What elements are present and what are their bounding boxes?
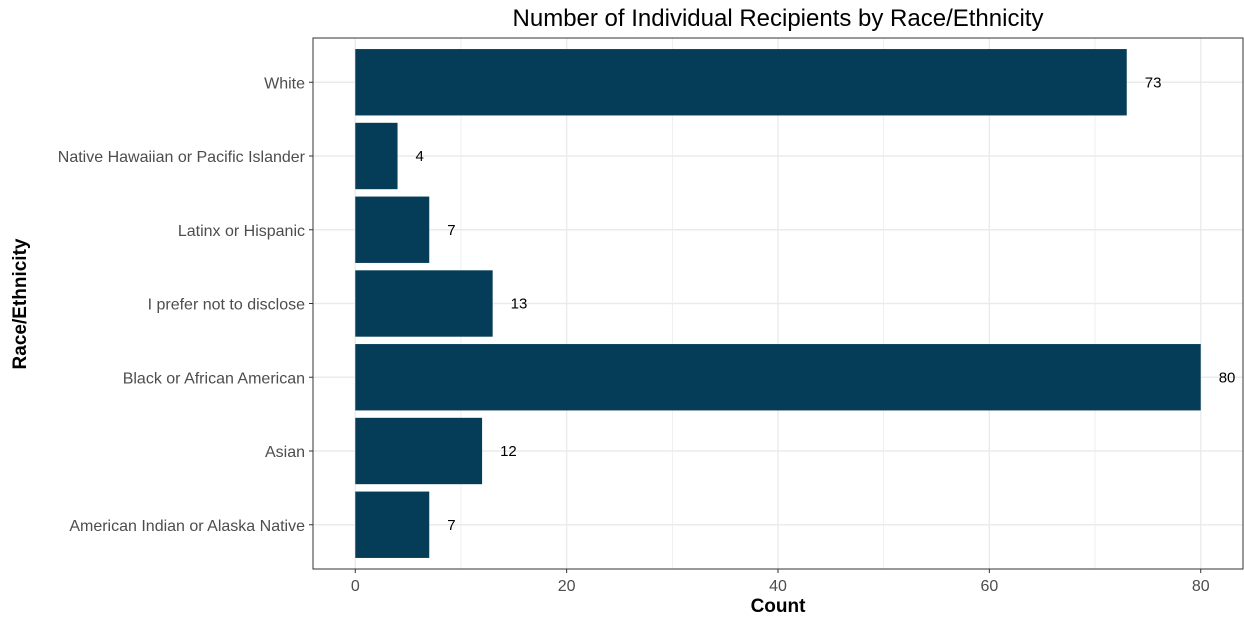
bar: [355, 270, 493, 337]
bar: [355, 417, 483, 485]
x-tick-label: 20: [558, 578, 576, 595]
bar: [355, 344, 1201, 411]
data-label: 4: [416, 148, 424, 165]
x-tick-label: 40: [769, 578, 787, 595]
y-tick-label: Black or African American: [123, 370, 305, 387]
x-tick-label: 0: [351, 578, 360, 595]
bar: [355, 122, 398, 190]
y-axis-ticks: American Indian or Alaska Native Asian Bla…: [58, 75, 313, 535]
bar: [355, 196, 430, 263]
bars: [355, 49, 1201, 558]
y-axis-title: Race/Ethnicity: [10, 238, 31, 369]
y-tick-label: White: [264, 75, 305, 92]
x-axis-ticks: 0 20 40 60 80: [351, 569, 1210, 595]
x-axis-title: Count: [751, 596, 807, 617]
chart-title: Number of Individual Recipients by Race/…: [513, 5, 1044, 32]
y-tick-label: Native Hawaiian or Pacific Islander: [58, 149, 306, 166]
data-label: 12: [500, 443, 517, 460]
data-label: 7: [447, 222, 455, 239]
bar: [355, 491, 430, 558]
y-tick-label: American Indian or Alaska Native: [69, 518, 305, 535]
x-tick-label: 80: [1192, 578, 1210, 595]
data-label: 7: [447, 517, 455, 534]
data-label: 13: [511, 296, 528, 313]
y-tick-label: Latinx or Hispanic: [178, 223, 305, 240]
y-tick-label: I prefer not to disclose: [148, 297, 306, 314]
data-label: 80: [1219, 369, 1236, 386]
x-tick-label: 60: [980, 578, 998, 595]
bar: [355, 49, 1127, 116]
data-labels: 7 12 80 13 7 4 73: [416, 74, 1236, 534]
data-label: 73: [1145, 74, 1162, 91]
y-tick-label: Asian: [265, 444, 305, 461]
